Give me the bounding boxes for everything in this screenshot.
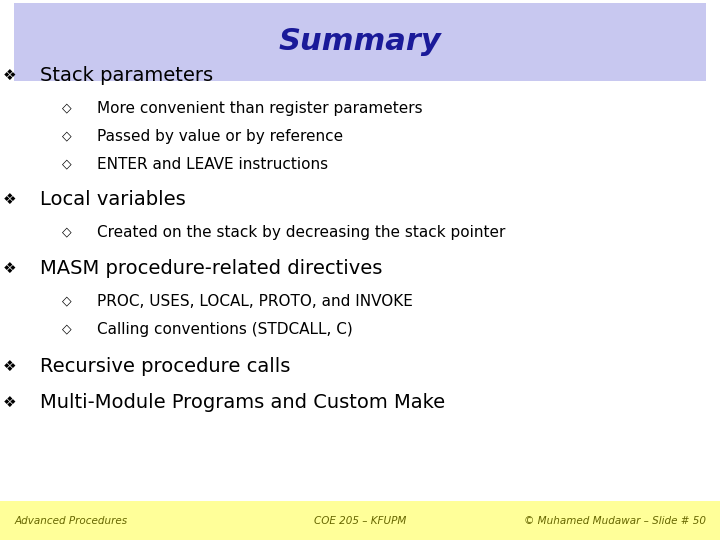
FancyBboxPatch shape <box>0 501 720 540</box>
Text: ◇: ◇ <box>62 130 72 143</box>
Text: ◇: ◇ <box>62 158 72 171</box>
Text: Stack parameters: Stack parameters <box>40 66 212 85</box>
Text: Summary: Summary <box>279 28 441 56</box>
Text: COE 205 – KFUPM: COE 205 – KFUPM <box>314 516 406 525</box>
Text: Passed by value or by reference: Passed by value or by reference <box>97 129 343 144</box>
Text: ❖: ❖ <box>3 261 16 276</box>
Text: PROC, USES, LOCAL, PROTO, and INVOKE: PROC, USES, LOCAL, PROTO, and INVOKE <box>97 294 413 309</box>
Text: ENTER and LEAVE instructions: ENTER and LEAVE instructions <box>97 157 328 172</box>
Text: ❖: ❖ <box>3 359 16 374</box>
Text: ◇: ◇ <box>62 323 72 336</box>
Text: ❖: ❖ <box>3 395 16 410</box>
Text: Local variables: Local variables <box>40 190 185 210</box>
Text: Created on the stack by decreasing the stack pointer: Created on the stack by decreasing the s… <box>97 225 505 240</box>
Text: Advanced Procedures: Advanced Procedures <box>14 516 127 525</box>
Text: More convenient than register parameters: More convenient than register parameters <box>97 100 423 116</box>
Text: Calling conventions (STDCALL, C): Calling conventions (STDCALL, C) <box>97 322 353 337</box>
Text: ❖: ❖ <box>3 192 16 207</box>
Text: MASM procedure-related directives: MASM procedure-related directives <box>40 259 382 279</box>
FancyBboxPatch shape <box>14 3 706 81</box>
Text: ◇: ◇ <box>62 295 72 308</box>
Text: ◇: ◇ <box>62 226 72 239</box>
Text: Recursive procedure calls: Recursive procedure calls <box>40 356 290 376</box>
Text: Multi-Module Programs and Custom Make: Multi-Module Programs and Custom Make <box>40 393 445 412</box>
Text: ◇: ◇ <box>62 102 72 114</box>
Text: ❖: ❖ <box>3 68 16 83</box>
Text: © Muhamed Mudawar – Slide # 50: © Muhamed Mudawar – Slide # 50 <box>523 516 706 525</box>
